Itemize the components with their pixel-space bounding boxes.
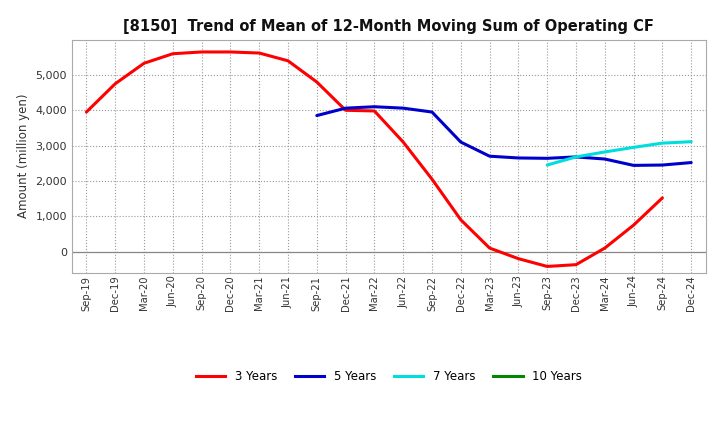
5 Years — [456, 139, 465, 145]
7 Years — [629, 145, 638, 150]
Y-axis label: Amount (million yen): Amount (million yen) — [17, 94, 30, 218]
3 Years — [370, 108, 379, 114]
Title: [8150]  Trend of Mean of 12-Month Moving Sum of Operating CF: [8150] Trend of Mean of 12-Month Moving … — [123, 19, 654, 34]
5 Years — [543, 156, 552, 161]
Line: 5 Years: 5 Years — [317, 107, 691, 165]
5 Years — [312, 113, 321, 118]
7 Years — [658, 140, 667, 146]
5 Years — [629, 163, 638, 168]
Line: 7 Years: 7 Years — [547, 142, 691, 165]
3 Years — [658, 195, 667, 201]
3 Years — [140, 61, 148, 66]
3 Years — [399, 139, 408, 145]
3 Years — [284, 58, 292, 63]
3 Years — [543, 264, 552, 269]
5 Years — [687, 160, 696, 165]
3 Years — [600, 246, 609, 251]
5 Years — [428, 110, 436, 115]
3 Years — [514, 256, 523, 261]
3 Years — [428, 176, 436, 182]
5 Years — [341, 106, 350, 111]
5 Years — [658, 162, 667, 168]
3 Years — [255, 51, 264, 56]
3 Years — [111, 81, 120, 86]
3 Years — [456, 217, 465, 223]
3 Years — [168, 51, 177, 56]
3 Years — [312, 79, 321, 84]
5 Years — [600, 156, 609, 161]
5 Years — [572, 154, 580, 160]
7 Years — [543, 162, 552, 168]
3 Years — [629, 223, 638, 228]
3 Years — [485, 246, 494, 251]
7 Years — [687, 139, 696, 144]
5 Years — [399, 106, 408, 111]
5 Years — [485, 154, 494, 159]
3 Years — [341, 108, 350, 113]
3 Years — [572, 262, 580, 268]
3 Years — [197, 49, 206, 55]
7 Years — [600, 149, 609, 154]
5 Years — [514, 155, 523, 161]
3 Years — [226, 49, 235, 55]
Line: 3 Years: 3 Years — [86, 52, 662, 267]
Legend: 3 Years, 5 Years, 7 Years, 10 Years: 3 Years, 5 Years, 7 Years, 10 Years — [191, 366, 587, 388]
3 Years — [82, 110, 91, 115]
7 Years — [572, 154, 580, 160]
5 Years — [370, 104, 379, 110]
